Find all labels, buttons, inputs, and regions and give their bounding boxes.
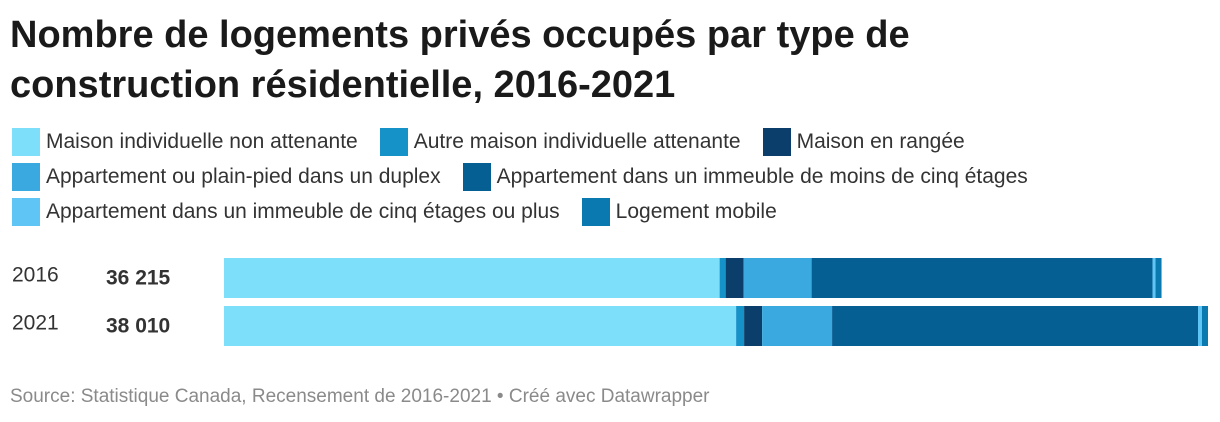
legend-item: Logement mobile xyxy=(581,198,777,226)
bar-segment xyxy=(762,306,833,346)
legend-swatch xyxy=(581,198,610,226)
bar-segment xyxy=(719,258,726,298)
legend-item: Appartement dans un immeuble de moins de… xyxy=(462,163,1028,191)
legend-swatch xyxy=(462,163,491,191)
legend-item: Appartement dans un immeuble de cinq éta… xyxy=(12,198,560,226)
bar-segment xyxy=(744,306,763,346)
legend-label: Appartement dans un immeuble de moins de… xyxy=(496,165,1028,188)
bar-segment xyxy=(743,258,812,298)
legend-swatch xyxy=(12,163,40,191)
legend-item: Appartement ou plain-pied dans un duplex xyxy=(12,163,441,191)
legend-item: Autre maison individuelle attenante xyxy=(379,128,741,156)
legend-label: Maison en rangée xyxy=(796,130,965,153)
total-label: 36 215 xyxy=(106,267,171,290)
legend: Maison individuelle non attenante Autre m… xyxy=(12,128,1212,226)
chart-title: Nombre de logements privés occupés par t… xyxy=(10,14,910,106)
legend-label: Appartement dans un immeuble de cinq éta… xyxy=(46,200,560,223)
bar-segment xyxy=(1198,306,1202,346)
category-label: 2021 xyxy=(12,312,59,335)
bar-segment xyxy=(224,258,720,298)
legend-swatch xyxy=(379,128,408,156)
bar-segment xyxy=(1201,306,1208,346)
bar-segment xyxy=(725,258,744,298)
legend-label: Autre maison individuelle attenante xyxy=(413,130,741,153)
legend-swatch xyxy=(12,198,40,226)
legend-label: Appartement ou plain-pied dans un duplex xyxy=(46,165,441,188)
bar-segment xyxy=(1152,258,1156,298)
legend-item: Maison individuelle non attenante xyxy=(12,128,358,156)
legend-label: Maison individuelle non attenante xyxy=(46,130,358,153)
bar-segment xyxy=(811,258,1153,298)
bar-segment xyxy=(736,306,745,346)
legend-item: Maison en rangée xyxy=(762,128,965,156)
legend-swatch xyxy=(12,128,40,156)
category-label: 2016 xyxy=(12,264,59,287)
source: Source: Statistique Canada, Recensement … xyxy=(10,386,710,407)
bar-segment xyxy=(832,306,1199,346)
chart: 2016 36 215 2021 38 010 xyxy=(12,258,1208,346)
bar-segment xyxy=(1155,258,1162,298)
legend-swatch xyxy=(762,128,791,156)
legend-label: Logement mobile xyxy=(615,200,777,223)
bar-segment xyxy=(224,306,737,346)
total-label: 38 010 xyxy=(106,315,170,338)
